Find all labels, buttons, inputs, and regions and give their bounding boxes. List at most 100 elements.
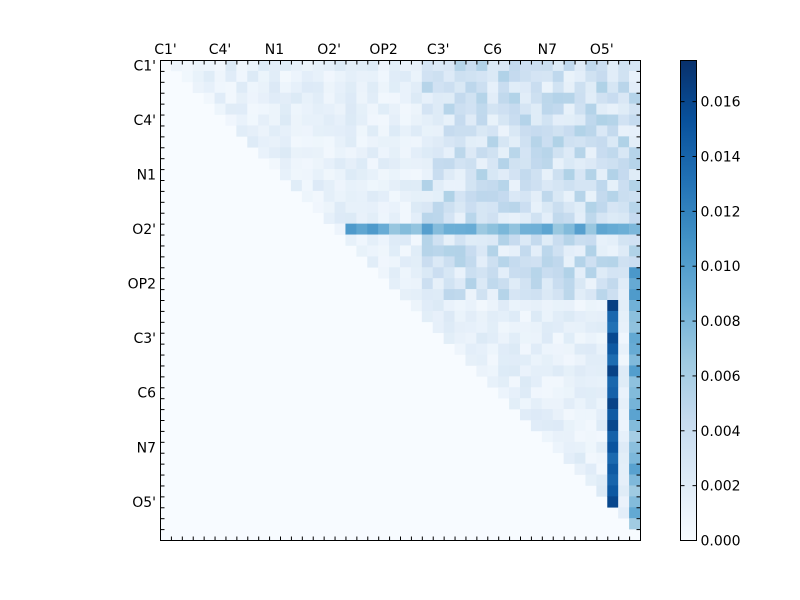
heatmap-cell — [356, 60, 368, 72]
heatmap-cell — [421, 60, 434, 72]
heatmap-cell — [607, 136, 619, 148]
heatmap-cell — [181, 60, 194, 72]
heatmap-cell — [509, 354, 521, 366]
heatmap-cell — [563, 441, 575, 454]
heatmap-cell — [181, 70, 194, 83]
heatmap-cell — [552, 441, 564, 454]
heatmap-cell — [410, 169, 423, 181]
heatmap-cell — [552, 354, 564, 366]
heatmap-cell — [410, 245, 423, 257]
heatmap-cell — [596, 376, 608, 388]
heatmap-cell — [541, 180, 554, 192]
heatmap-cell — [269, 147, 281, 159]
heatmap-cell — [465, 223, 477, 235]
heatmap-cell — [607, 201, 619, 214]
heatmap-cell — [618, 332, 630, 344]
heatmap-cell — [378, 103, 390, 115]
heatmap-cell — [410, 300, 423, 312]
heatmap-cell — [530, 103, 543, 115]
heatmap-cell — [541, 125, 554, 137]
heatmap-cell — [269, 92, 281, 104]
heatmap-cell — [410, 70, 423, 83]
heatmap-cell — [509, 190, 521, 203]
heatmap-cell — [334, 169, 346, 181]
heatmap-cell — [629, 70, 641, 83]
heatmap-cell — [454, 289, 466, 301]
heatmap-cell — [280, 114, 292, 126]
heatmap-cell — [618, 463, 630, 475]
heatmap-cell — [487, 103, 499, 115]
heatmap-cell — [487, 365, 499, 377]
heatmap-cell — [552, 234, 564, 246]
heatmap-cell — [509, 136, 521, 148]
heatmap-cell — [498, 180, 510, 192]
heatmap-cell — [541, 190, 554, 203]
heatmap-cell — [618, 158, 630, 170]
heatmap-cell — [629, 409, 641, 421]
heatmap-cell — [432, 169, 444, 181]
heatmap-cell — [530, 81, 543, 94]
heatmap-cell — [585, 114, 597, 126]
heatmap-cell — [443, 321, 455, 334]
heatmap-cell — [585, 223, 597, 235]
heatmap-cell — [509, 321, 521, 334]
heatmap-cell — [476, 190, 488, 203]
heatmap-cell — [487, 256, 499, 268]
heatmap-cell — [530, 147, 543, 159]
heatmap-cell — [585, 234, 597, 246]
heatmap-cell — [552, 169, 564, 181]
heatmap-cell — [509, 212, 521, 224]
heatmap-cell — [410, 289, 423, 301]
heatmap-cell — [476, 365, 488, 377]
heatmap-cell — [585, 136, 597, 148]
heatmap-cell — [607, 485, 619, 497]
heatmap-cell — [487, 278, 499, 290]
heatmap-cell — [585, 201, 597, 214]
heatmap-cell — [596, 103, 608, 115]
heatmap-cell — [629, 125, 641, 137]
heatmap-cell — [607, 81, 619, 94]
heatmap-cell — [476, 245, 488, 257]
heatmap-cell — [258, 103, 270, 115]
heatmap-cell — [378, 267, 390, 279]
heatmap-cell — [454, 147, 466, 159]
heatmap-cell — [400, 103, 412, 115]
heatmap-cell — [378, 169, 390, 181]
heatmap-cell — [541, 354, 554, 366]
heatmap-cell — [476, 278, 488, 290]
heatmap-cell — [498, 278, 510, 290]
heatmap-cell — [596, 474, 608, 486]
heatmap-cell — [356, 234, 368, 246]
heatmap-cell — [443, 332, 455, 344]
heatmap-cell — [607, 278, 619, 290]
heatmap-cell — [607, 321, 619, 334]
heatmap-cell — [487, 114, 499, 126]
heatmap-cell — [629, 387, 641, 399]
heatmap-cell — [607, 343, 619, 355]
heatmap-cell — [301, 169, 314, 181]
heatmap-cell — [400, 169, 412, 181]
x-tick-labels: C1' C4' N1 O2' OP2 C3' C6 N7 O5' — [154, 42, 613, 58]
heatmap-cell — [421, 245, 434, 257]
heatmap-cell — [465, 60, 477, 72]
heatmap-cell — [629, 398, 641, 410]
heatmap-cell — [443, 223, 455, 235]
heatmap-cell — [367, 190, 379, 203]
heatmap-cell — [541, 289, 554, 301]
heatmap-cell — [487, 321, 499, 334]
heatmap-cell — [400, 245, 412, 257]
heatmap-cell — [541, 92, 554, 104]
heatmap-cell — [258, 147, 270, 159]
heatmap-cell — [596, 147, 608, 159]
heatmap-cell — [367, 158, 379, 170]
heatmap-cell — [530, 332, 543, 344]
heatmap-cell — [563, 278, 575, 290]
heatmap-cell — [465, 114, 477, 126]
heatmap-cell — [618, 387, 630, 399]
heatmap-cell — [465, 332, 477, 344]
heatmap-cell — [541, 245, 554, 257]
heatmap-cell — [574, 256, 586, 268]
heatmap-cell — [389, 169, 401, 181]
heatmap-cell — [400, 278, 412, 290]
heatmap-cell — [509, 158, 521, 170]
